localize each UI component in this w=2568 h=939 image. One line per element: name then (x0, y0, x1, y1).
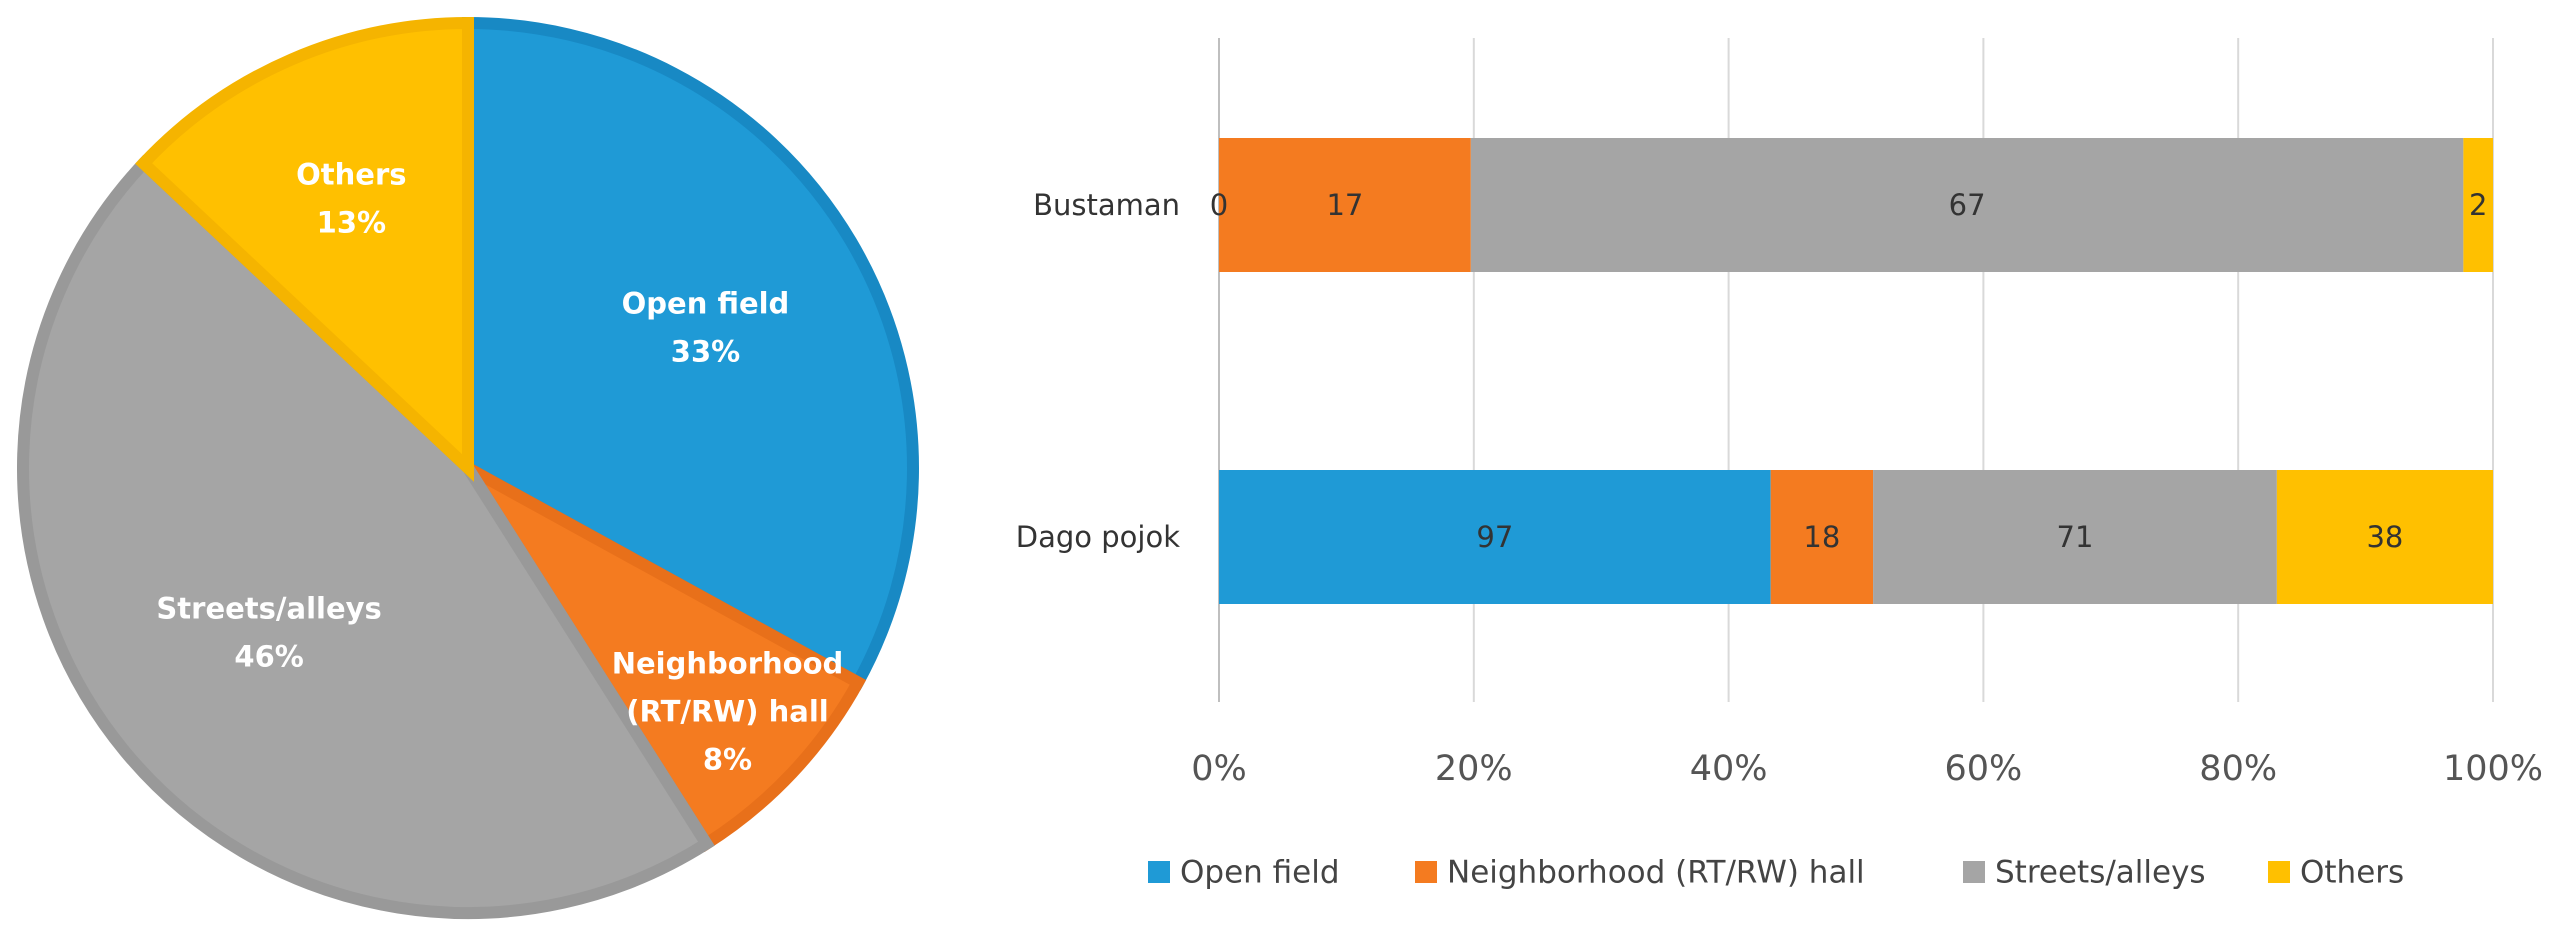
bar-segment-dago-pojok-others (2276, 470, 2493, 604)
data-labels: 0 17 67 2 97 18 71 38 (1210, 188, 2488, 554)
x-axis-tick-labels: 0% 20% 40% 60% 80% 100% (1191, 749, 2543, 789)
legend-item-others: Others (2268, 855, 2404, 891)
bar-segments (1219, 138, 2493, 604)
legend-swatch (1148, 861, 1170, 883)
x-tick-label: 20% (1435, 749, 1513, 789)
legend-swatch (1415, 861, 1437, 883)
data-label-dago-pojok-neighborhood-rt-rw-hall: 18 (1803, 520, 1840, 554)
data-label-dago-pojok-streets-alleys: 71 (2057, 520, 2094, 554)
legend-label: Streets/alleys (1995, 855, 2206, 891)
x-tick-label: 0% (1191, 749, 1247, 789)
category-label-dago-pojok: Dago pojok (1016, 520, 1180, 554)
legend-item-streets-alleys: Streets/alleys (1963, 855, 2206, 891)
x-tick-label: 80% (2199, 749, 2277, 789)
data-label-bustaman-others: 2 (2469, 188, 2487, 222)
data-label-bustaman-open-field: 0 (1210, 188, 1228, 222)
data-label-bustaman-streets-alleys: 67 (1949, 188, 1986, 222)
legend-label: Neighborhood (RT/RW) hall (1447, 855, 1865, 891)
legend-item-open-field: Open field (1148, 855, 1340, 891)
legend-item-neighborhood-rt-rw-hall: Neighborhood (RT/RW) hall (1415, 855, 1865, 891)
legend-swatch (1963, 861, 1985, 883)
data-label-dago-pojok-others: 38 (2366, 520, 2403, 554)
x-tick-label: 60% (1945, 749, 2023, 789)
bar-segment-dago-pojok-streets-alleys (1873, 470, 2277, 604)
pie-slice-others (135, 16, 474, 482)
category-labels: Bustaman Dago pojok (1016, 188, 1180, 554)
legend-label: Others (2300, 855, 2404, 891)
x-tick-label: 100% (2443, 749, 2543, 789)
data-label-dago-pojok-open-field: 97 (1476, 520, 1513, 554)
bar-segment-bustaman-neighborhood-rt-rw-hall (1219, 138, 1471, 272)
bar-segment-bustaman-streets-alleys (1470, 138, 2464, 272)
pie-slice-open-field (462, 16, 919, 691)
pie-label-streets-alleys: Streets/alleys 46% (156, 592, 381, 674)
legend-swatch (2268, 861, 2290, 883)
pie-label-neighborhood-rt-rw-hall: Neighborhood (RT/RW) hall 8% (612, 647, 844, 777)
data-label-bustaman-neighborhood-rt-rw-hall: 17 (1326, 188, 1363, 222)
pie-slice-streets-alleys (17, 154, 715, 919)
pie-labels: Open field 33% Neighborhood (RT/RW) hall 8% S… (156, 157, 843, 776)
x-tick-label: 40% (1690, 749, 1768, 789)
pie-chart: Open field 33% Neighborhood (RT/RW) hall 8% S… (17, 16, 919, 919)
category-label-bustaman: Bustaman (1033, 188, 1180, 222)
bar-segment-dago-pojok-neighborhood-rt-rw-hall (1770, 470, 1874, 604)
legend: Open field Neighborhood (RT/RW) hall Stree… (1148, 855, 2404, 891)
pie-label-open-field: Open field 33% (622, 287, 790, 369)
bar-segment-bustaman-others (2463, 138, 2493, 272)
pie-slices (17, 16, 919, 919)
pie-label-others: Others 13% (296, 157, 406, 239)
pie-slice-neighborhood-rt-rw-hall (462, 462, 867, 853)
legend-label: Open field (1180, 855, 1340, 891)
bar-segment-dago-pojok-open-field (1219, 470, 1771, 604)
